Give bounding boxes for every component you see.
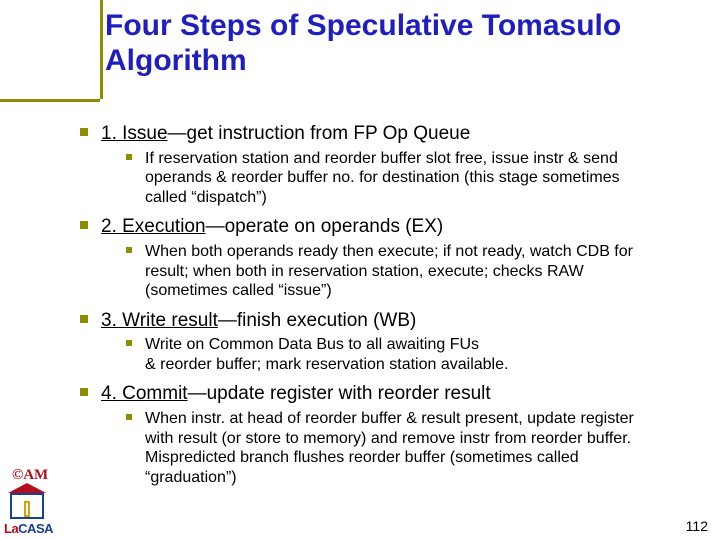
list-item: 3. Write result—finish execution (WB)Wri… <box>80 309 665 375</box>
list-item-heading: 3. Write result—finish execution (WB) <box>80 309 665 333</box>
bullet-icon <box>126 154 132 160</box>
list-item-heading: 2. Execution—operate on operands (EX) <box>80 215 665 239</box>
title-accent-vertical <box>100 0 103 99</box>
title-block: Four Steps of Speculative Tomasulo Algor… <box>105 8 700 79</box>
list-item: 1. Issue—get instruction from FP Op Queu… <box>80 122 665 207</box>
list-sub-item: Write on Common Data Bus to all awaiting… <box>126 335 665 374</box>
content: 1. Issue—get instruction from FP Op Queu… <box>80 122 665 495</box>
sub-text: Write on Common Data Bus to all awaiting… <box>145 335 508 374</box>
list-item-heading: 4. Commit—update register with reorder r… <box>80 382 665 406</box>
logo-text: LaCASA <box>4 521 53 536</box>
sub-text: If reservation station and reorder buffe… <box>145 149 665 208</box>
title-accent-horizontal <box>0 99 100 102</box>
page-number: 112 <box>686 518 708 534</box>
logo-la: La <box>4 521 18 536</box>
heading-text: 2. Execution—operate on operands (EX) <box>101 215 443 239</box>
bullet-icon <box>80 315 88 323</box>
list-sub-item: If reservation station and reorder buffe… <box>126 149 665 208</box>
bullet-icon <box>80 128 88 136</box>
logo-roof-icon <box>8 483 46 493</box>
heading-text: 3. Write result—finish execution (WB) <box>101 309 416 333</box>
heading-text: 1. Issue—get instruction from FP Op Queu… <box>101 122 470 146</box>
bullet-icon <box>126 340 132 346</box>
bullet-icon <box>80 388 88 396</box>
list-sub-item: When instr. at head of reorder buffer & … <box>126 409 665 487</box>
logo-door-icon <box>24 501 30 517</box>
bullet-icon <box>126 247 132 253</box>
list-item: 2. Execution—operate on operands (EX) Whe… <box>80 215 665 300</box>
list-item-heading: 1. Issue—get instruction from FP Op Queu… <box>80 122 665 146</box>
slide: Four Steps of Speculative Tomasulo Algor… <box>0 0 720 540</box>
sub-text: When both operands ready then execute; i… <box>145 242 665 301</box>
heading-text: 4. Commit—update register with reorder r… <box>101 382 491 406</box>
logo-copyright: ©AM <box>12 467 48 484</box>
list-item: 4. Commit—update register with reorder r… <box>80 382 665 487</box>
logo-house-icon <box>10 493 44 519</box>
bullet-icon <box>80 221 88 229</box>
sub-text: When instr. at head of reorder buffer & … <box>145 409 665 487</box>
list-sub-item: When both operands ready then execute; i… <box>126 242 665 301</box>
bullet-icon <box>126 414 132 420</box>
slide-title: Four Steps of Speculative Tomasulo Algor… <box>105 8 700 79</box>
logo-casa: CASA <box>18 521 53 536</box>
